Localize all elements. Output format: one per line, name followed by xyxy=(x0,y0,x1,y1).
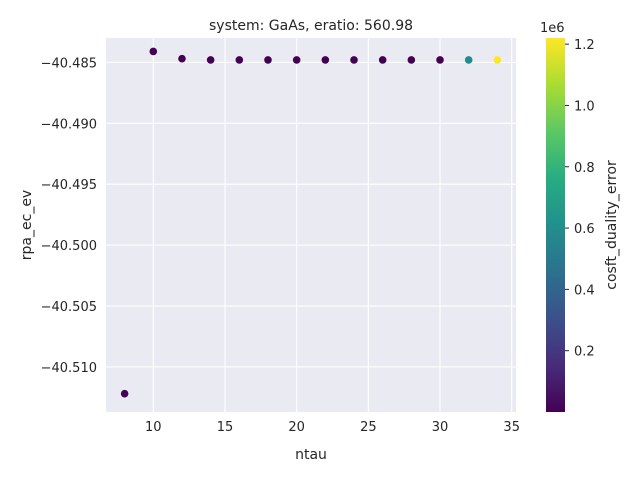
chart-title: system: GaAs, eratio: 560.98 xyxy=(209,18,413,34)
y-tick-label: −40.495 xyxy=(41,178,97,193)
colorbar xyxy=(546,38,565,412)
y-tick-label: −40.500 xyxy=(41,239,97,254)
data-point xyxy=(493,56,502,64)
x-tick-label: 10 xyxy=(145,420,162,435)
data-point xyxy=(321,56,330,64)
y-tick-labels: −40.485 −40.490 −40.495 −40.500 −40.505 −40.5… xyxy=(41,56,97,376)
x-tick-labels: 10 15 20 25 30 35 xyxy=(145,420,520,435)
data-point xyxy=(178,54,186,63)
data-point xyxy=(436,56,444,64)
colorbar-tick-label: 0.4 xyxy=(574,283,595,298)
data-point xyxy=(206,56,215,64)
y-tick-label: −40.510 xyxy=(41,361,97,376)
grid-lines xyxy=(106,38,516,412)
colorbar-label: cosft_duality_error xyxy=(604,160,620,290)
data-point xyxy=(407,56,416,64)
colorbar-tick-label: 0.8 xyxy=(574,161,595,176)
x-tick-label: 35 xyxy=(503,420,520,435)
colorbar-tick-label: 0.2 xyxy=(574,345,595,360)
data-point xyxy=(350,56,358,64)
data-point xyxy=(378,56,387,64)
data-point xyxy=(464,56,473,64)
data-point xyxy=(120,389,129,398)
x-tick-label: 30 xyxy=(432,420,449,435)
colorbar-tick-label: 1.2 xyxy=(574,38,595,53)
colorbar-tick-label: 1.0 xyxy=(574,99,595,114)
data-point xyxy=(149,47,158,56)
colorbar-tick-labels: 0.2 0.4 0.6 0.8 1.0 1.2 xyxy=(565,38,595,360)
data-points xyxy=(120,47,502,398)
y-tick-label: −40.505 xyxy=(41,300,97,315)
data-point xyxy=(264,56,272,64)
y-axis-label: rpa_ec_ev xyxy=(19,190,35,260)
plot-area xyxy=(106,38,516,412)
x-tick-label: 20 xyxy=(288,420,305,435)
y-tick-label: −40.490 xyxy=(41,117,97,132)
x-tick-label: 15 xyxy=(217,420,234,435)
x-axis-label: ntau xyxy=(295,447,327,463)
colorbar-tick-label: 0.6 xyxy=(574,222,595,237)
x-tick-label: 25 xyxy=(360,420,377,435)
data-point xyxy=(292,56,301,64)
y-tick-label: −40.485 xyxy=(41,56,97,71)
colorbar-scale-label: 1e6 xyxy=(540,21,565,36)
data-point xyxy=(235,56,244,64)
